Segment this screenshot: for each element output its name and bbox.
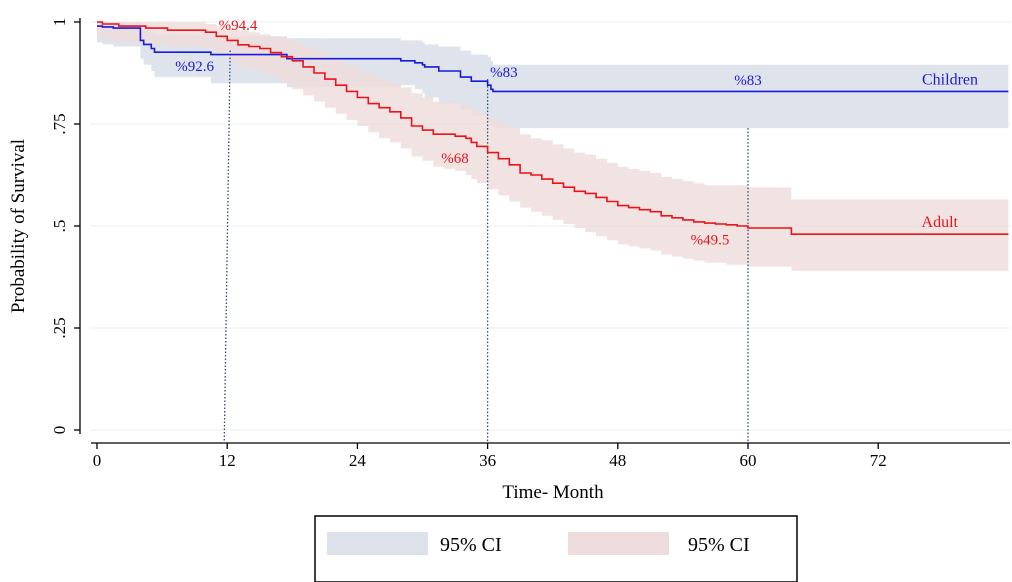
axes: 0 .25 .5 .75 1 0 12 24 36 48 60 72: [50, 18, 1010, 470]
series-label-children: Children: [922, 71, 978, 88]
x-tick-label-1: 12: [219, 451, 236, 470]
curve-adult: [97, 21, 1009, 235]
legend-label-children-ci: 95% CI: [440, 534, 502, 556]
y-axis-title: Probability of Survival: [8, 139, 29, 313]
legend: 95% CI 95% CI: [314, 515, 798, 582]
x-tick-label-4: 48: [609, 451, 626, 470]
x-tick-label-2: 24: [349, 451, 367, 470]
x-tick-label-3: 36: [479, 451, 496, 470]
survival-curves: Children Adult: [97, 21, 1009, 235]
x-axis-title: Time- Month: [502, 482, 604, 503]
annotation-0: %94.4: [219, 18, 258, 34]
x-tick-label-0: 0: [93, 451, 102, 470]
reference-line-12: [223, 50, 231, 444]
confidence-bands: [97, 22, 1009, 271]
legend-swatch-children-ci: [327, 532, 428, 555]
ci-band-children: [97, 22, 1009, 129]
reference-lines: [223, 50, 749, 444]
y-tick-label-1: .25: [50, 317, 69, 338]
series-label-adult: Adult: [922, 214, 959, 231]
y-tick-label-4: 1: [50, 18, 69, 27]
annotation-2: %83: [490, 65, 518, 81]
y-tick-label-0: 0: [50, 426, 69, 435]
y-tick-label-2: .5: [50, 220, 69, 233]
ci-band-adult: [97, 22, 1009, 271]
annotations: %94.4 %92.6 %83 %83 %68 %49.5: [175, 18, 761, 248]
annotation-1: %92.6: [175, 59, 214, 75]
curve-children: [97, 25, 1009, 93]
annotation-3: %83: [734, 73, 762, 89]
y-tick-label-3: .75: [50, 113, 69, 134]
legend-swatch-adult-ci: [568, 532, 669, 555]
annotation-5: %49.5: [691, 232, 730, 248]
x-tick-label-5: 60: [740, 451, 757, 470]
x-tick-label-6: 72: [870, 451, 887, 470]
legend-label-adult-ci: 95% CI: [688, 534, 750, 556]
annotation-4: %68: [441, 151, 469, 167]
